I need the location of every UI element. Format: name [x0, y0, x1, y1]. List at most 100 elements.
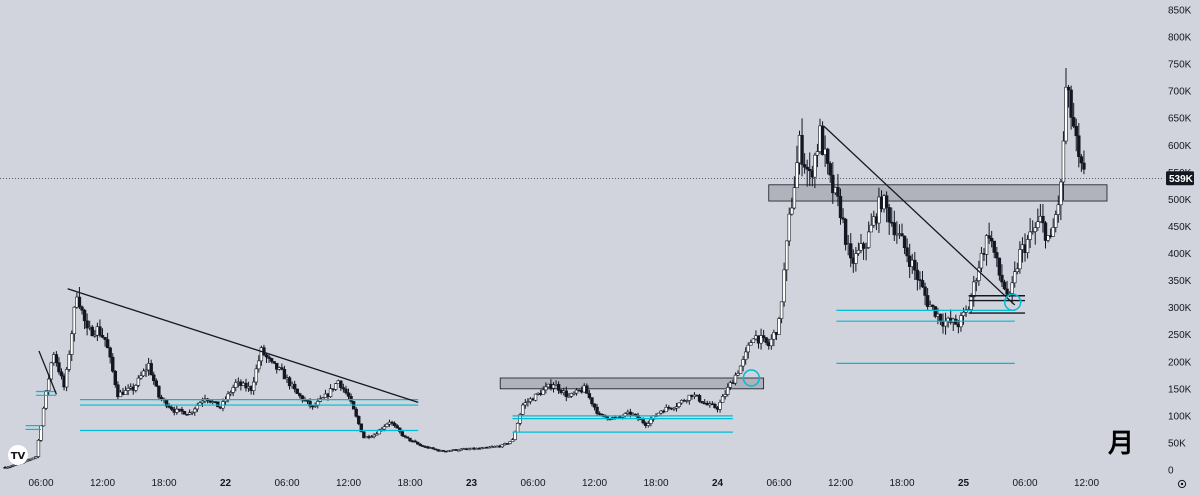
- candle-body: [400, 431, 405, 437]
- candle-body: [523, 402, 528, 406]
- candle-body: [854, 253, 858, 264]
- candle-body: [915, 269, 920, 280]
- candle-body: [664, 406, 668, 413]
- y-tick-label: 150K: [1168, 384, 1192, 395]
- candle-body: [374, 433, 379, 436]
- candle-body: [49, 362, 53, 380]
- candle-body: [59, 371, 64, 377]
- x-tick-label: 12:00: [336, 478, 361, 489]
- candle-body: [884, 195, 889, 208]
- candle-body: [687, 394, 692, 401]
- y-tick-label: 100K: [1168, 411, 1192, 422]
- y-tick-label: 250K: [1168, 330, 1192, 341]
- candle-body: [1069, 89, 1073, 118]
- time-axis[interactable]: 06:00 12:00 18:00 22 06:00 12:00 18:00 23 06:00 1…: [28, 478, 1099, 489]
- candle-body: [749, 342, 753, 346]
- candle-body: [1018, 249, 1022, 270]
- candle-body: [339, 380, 343, 388]
- y-tick-label: 650K: [1168, 114, 1192, 125]
- candle-body: [974, 280, 979, 283]
- candle-body: [405, 436, 410, 439]
- x-tick-label: 25: [958, 478, 970, 489]
- candle-body: [1041, 215, 1045, 224]
- x-tick-label: 06:00: [274, 478, 299, 489]
- candle-body: [382, 426, 387, 430]
- candle-body: [182, 411, 187, 415]
- candle-body: [1051, 227, 1055, 237]
- candle-body: [169, 407, 174, 410]
- candle-body: [46, 378, 51, 391]
- candle-body: [987, 235, 991, 239]
- candle-body: [1033, 227, 1037, 232]
- candle-body: [1064, 86, 1068, 142]
- candle-body: [838, 195, 843, 219]
- candle-body: [357, 416, 361, 425]
- candle-body: [77, 296, 82, 308]
- candle-body: [808, 168, 812, 172]
- candle-body: [369, 436, 374, 438]
- candle-body: [843, 218, 848, 245]
- candle-body: [849, 243, 853, 259]
- candle-body: [349, 396, 353, 402]
- settings-gear-icon[interactable]: [1177, 479, 1187, 489]
- candle-body: [905, 247, 909, 257]
- candle-body: [180, 409, 184, 412]
- candle-body: [633, 413, 638, 416]
- candle-body: [813, 154, 817, 178]
- x-tick-label: 12:00: [90, 478, 115, 489]
- candle-body: [377, 429, 381, 435]
- drawn-lines: [25, 125, 1025, 433]
- candle-body: [856, 249, 861, 254]
- candle-body: [108, 347, 112, 358]
- candle-body: [231, 387, 235, 393]
- candle-body: [595, 406, 599, 414]
- x-tick-label: 12:00: [1074, 478, 1099, 489]
- y-tick-label: 750K: [1168, 60, 1192, 71]
- x-tick-label: 22: [220, 478, 232, 489]
- gear-icon-center: [1180, 482, 1184, 486]
- x-tick-label: 12:00: [582, 478, 607, 489]
- candle-body: [1056, 204, 1061, 215]
- candle-body: [743, 351, 748, 360]
- candle-body: [718, 402, 722, 410]
- candle-body: [836, 187, 840, 197]
- x-tick-label: 18:00: [151, 478, 176, 489]
- candle-body: [920, 280, 925, 288]
- candle-body: [592, 403, 597, 408]
- candle-body: [820, 125, 825, 155]
- candle-body: [677, 402, 681, 407]
- x-tick-label: 06:00: [1012, 478, 1037, 489]
- candle-body: [513, 431, 517, 440]
- candle-body: [943, 320, 948, 327]
- candle-body: [29, 458, 33, 461]
- candle-body: [341, 387, 346, 390]
- candle-body: [961, 311, 966, 317]
- candle-body: [354, 408, 358, 417]
- candle-body: [728, 382, 733, 388]
- candle-body: [825, 148, 830, 164]
- tradingview-logo[interactable]: TV: [8, 445, 28, 465]
- candle-body: [431, 447, 435, 450]
- chart-watermark: 月: [1107, 429, 1134, 459]
- candle-body: [98, 326, 102, 336]
- candle-body: [713, 404, 717, 408]
- candle-body: [328, 388, 333, 397]
- candle-body: [105, 339, 110, 349]
- candle-body: [54, 354, 59, 363]
- candle-body: [175, 408, 179, 413]
- x-tick-label: 06:00: [766, 478, 791, 489]
- x-tick-label: 18:00: [643, 478, 668, 489]
- trendline: [823, 125, 1016, 306]
- candle-body: [64, 369, 69, 388]
- candle-body: [1082, 162, 1086, 170]
- candle-body: [656, 412, 661, 416]
- candle-body: [733, 374, 738, 384]
- candle-body: [152, 374, 156, 382]
- candle-body: [392, 423, 397, 426]
- candle-body: [123, 390, 128, 395]
- x-tick-label: 06:00: [28, 478, 53, 489]
- candle-body: [800, 135, 804, 165]
- candle-body: [861, 243, 866, 249]
